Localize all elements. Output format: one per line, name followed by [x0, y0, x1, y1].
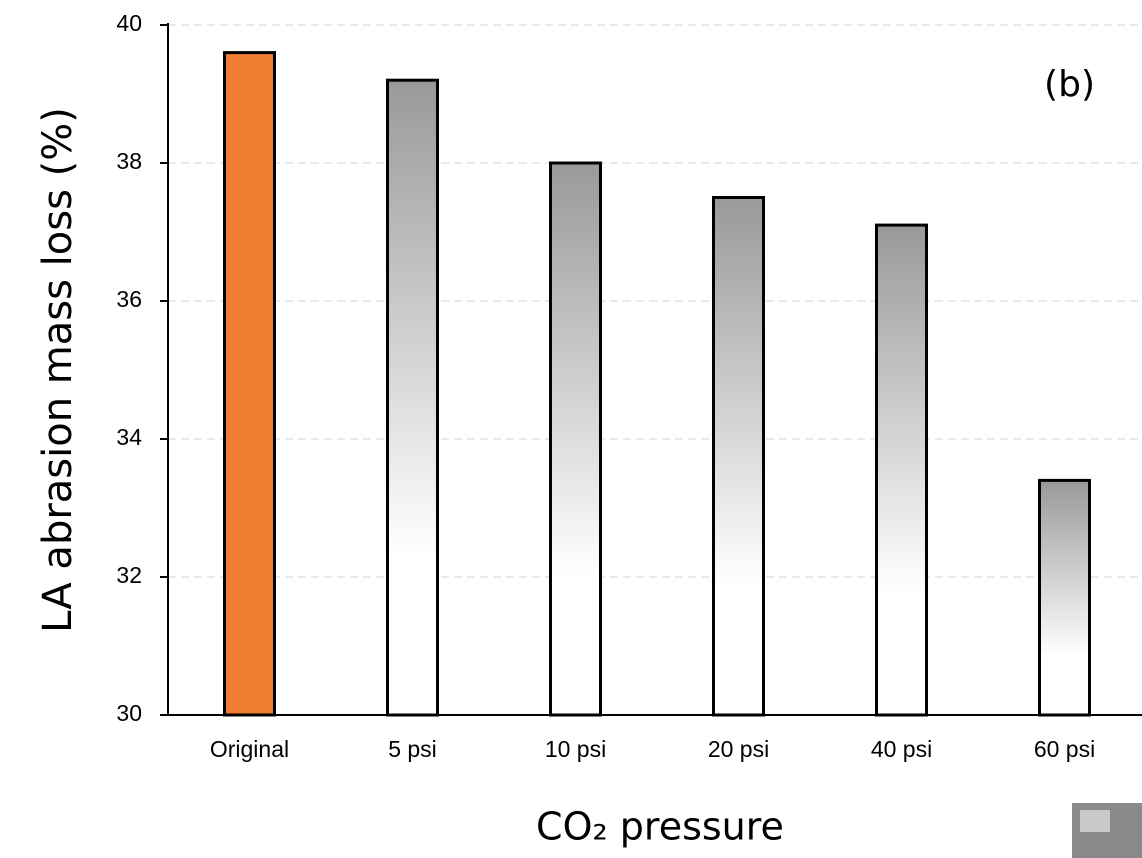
chart: LA abrasion mass loss (%) CO₂ pressure (… [0, 0, 1142, 858]
y-axis-title: LA abrasion mass loss (%) [35, 107, 81, 633]
x-tick-label: 5 psi [388, 736, 437, 762]
y-tick-label: 32 [116, 562, 142, 588]
x-tick-label: 60 psi [1034, 736, 1095, 762]
thumbnail-detail [1080, 810, 1110, 832]
bar [877, 225, 927, 715]
page: {"chart_data": { "type": "bar", "y_label… [0, 0, 1142, 858]
bar [714, 198, 764, 716]
panel-label: (b) [1044, 64, 1095, 105]
bar [1040, 480, 1090, 715]
y-tick-label: 34 [116, 424, 142, 450]
y-tick-label: 36 [116, 286, 142, 312]
x-tick-label: 40 psi [871, 736, 932, 762]
bar [551, 163, 601, 715]
y-tick-label: 30 [116, 700, 142, 726]
y-tick-label: 40 [116, 10, 142, 36]
bar [388, 80, 438, 715]
x-tick-label: Original [210, 736, 289, 762]
bar [225, 53, 275, 715]
x-tick-label: 20 psi [708, 736, 769, 762]
y-tick-label: 38 [116, 148, 142, 174]
x-axis-title: CO₂ pressure [536, 805, 784, 849]
x-tick-label: 10 psi [545, 736, 606, 762]
